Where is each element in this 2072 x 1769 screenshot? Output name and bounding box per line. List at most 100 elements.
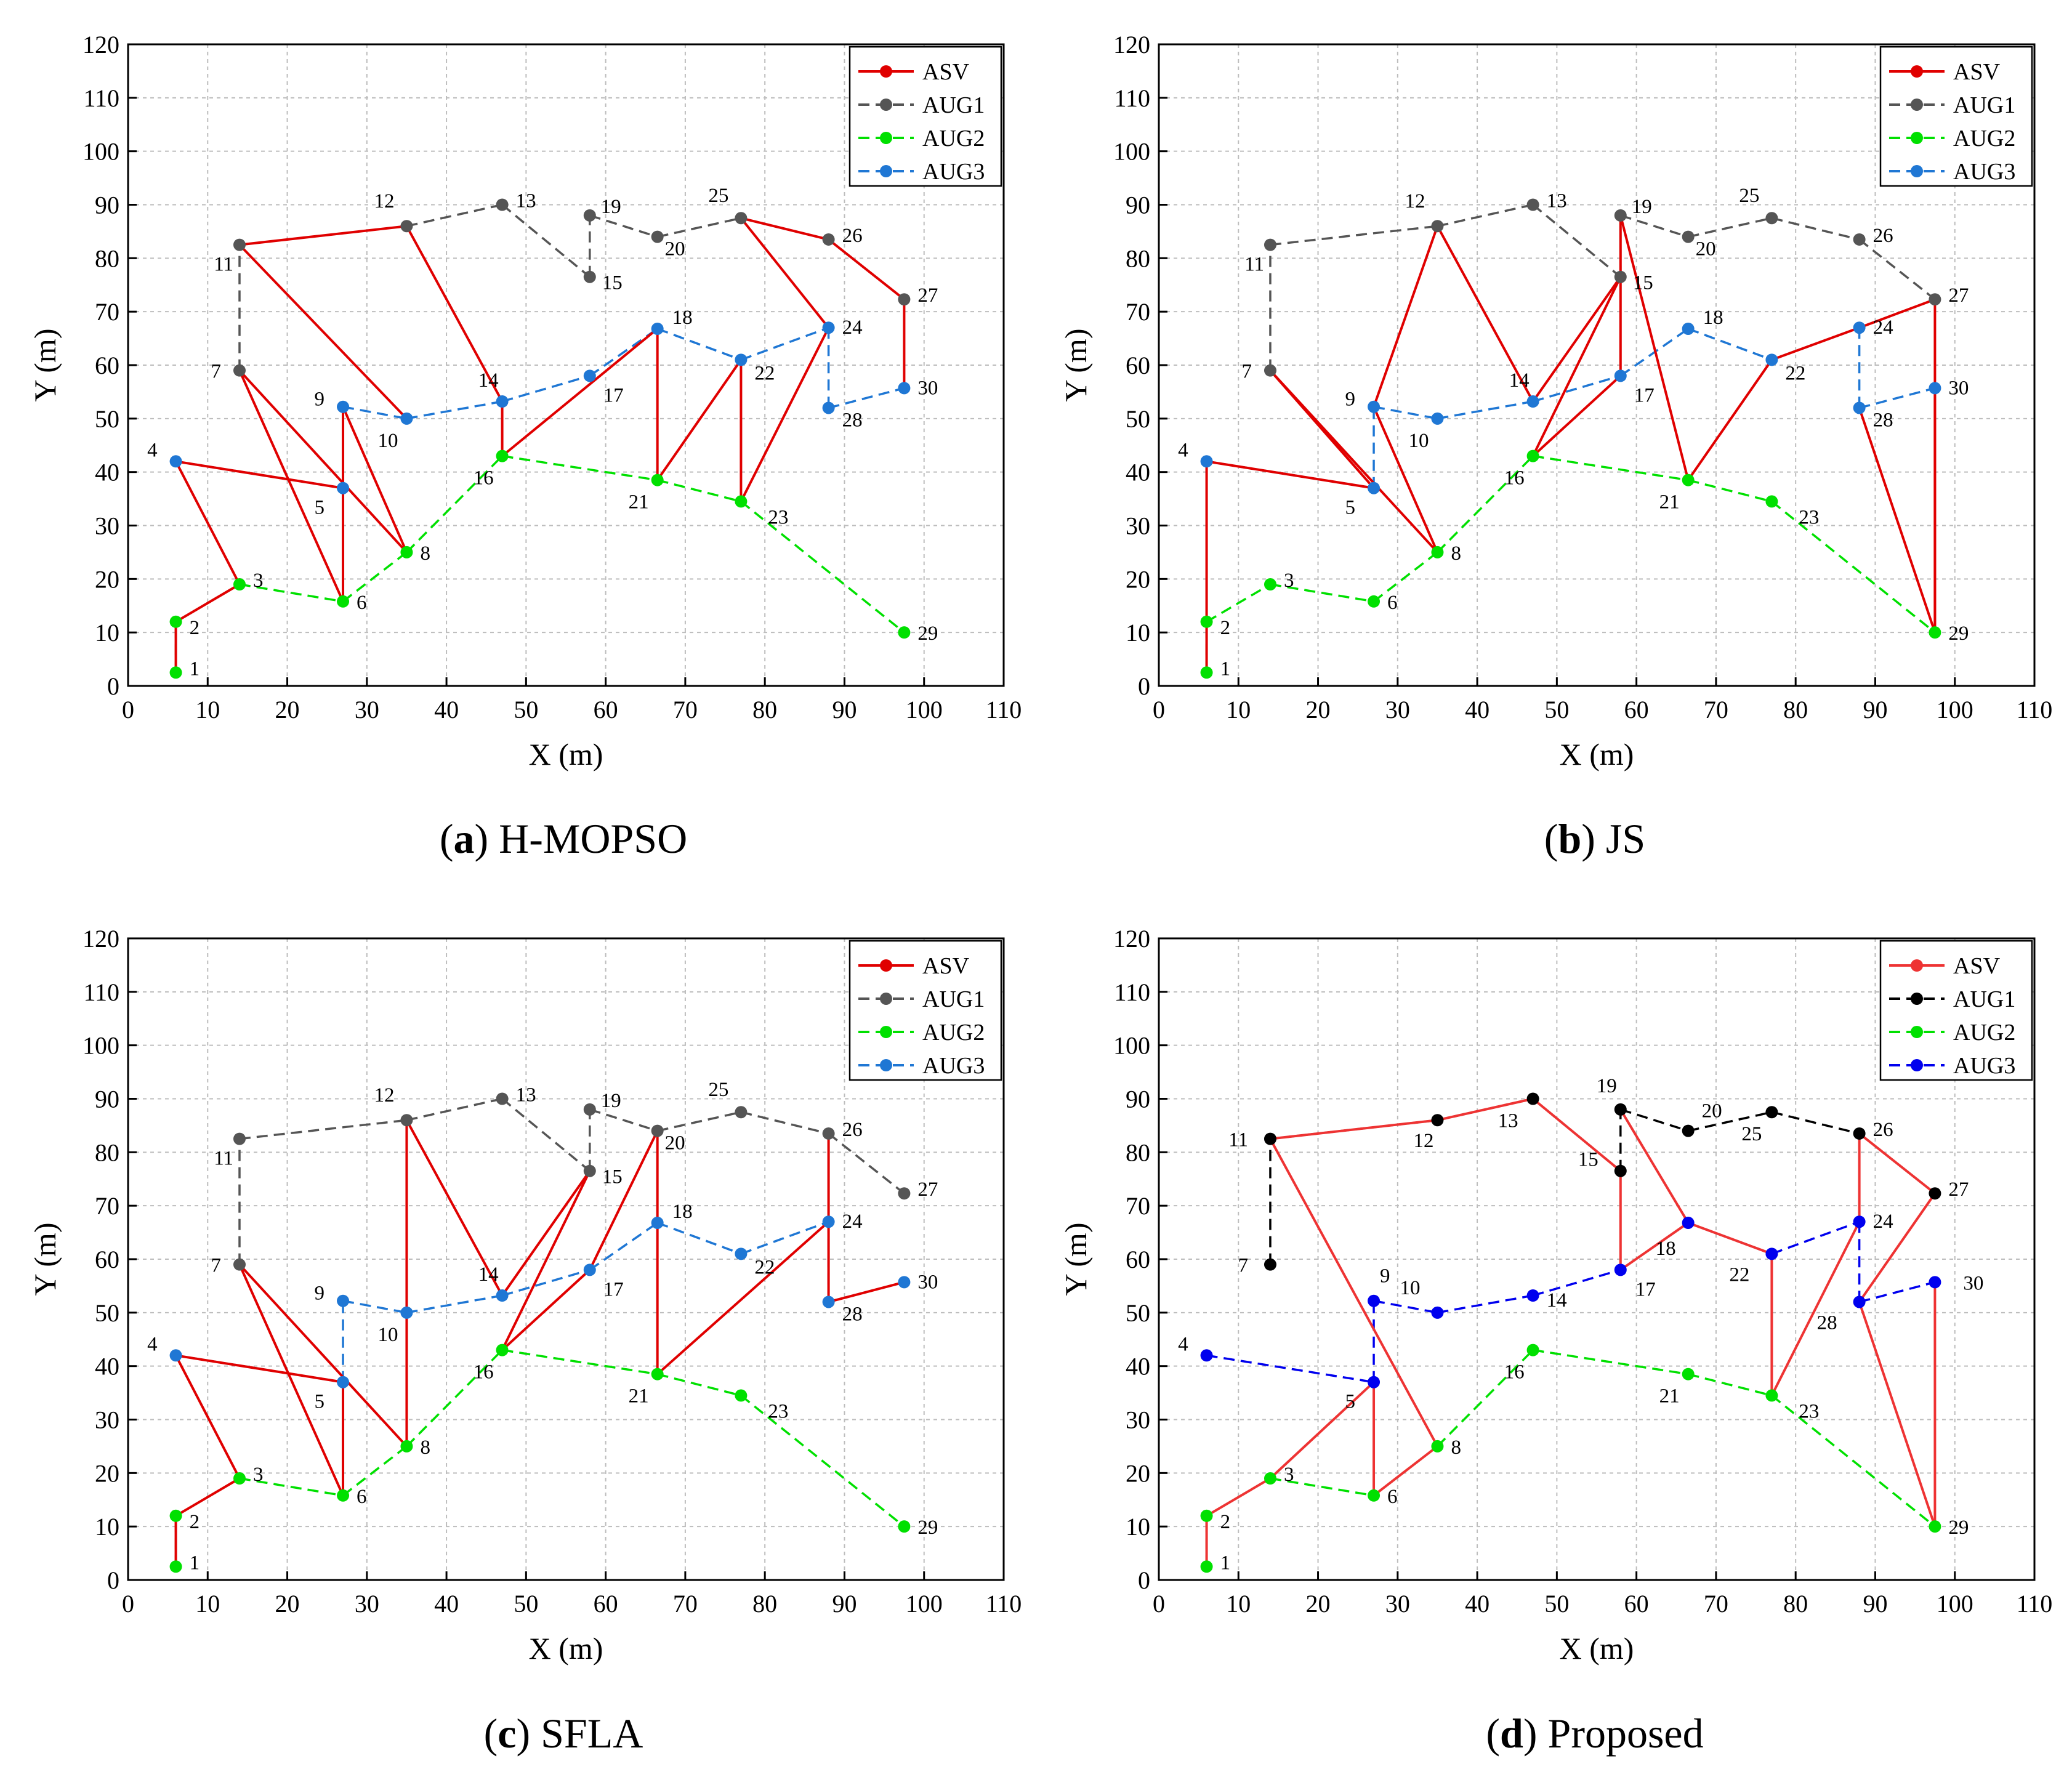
task-label-22: 22: [754, 362, 775, 384]
task-label-16: 16: [1504, 467, 1525, 490]
legend-aug1-label: AUG1: [1953, 92, 2015, 118]
x-tick-label: 40: [1465, 1590, 1490, 1618]
task-point-16: [1526, 1344, 1539, 1356]
x-tick-label: 80: [752, 696, 777, 723]
series-asv-segment: [1269, 369, 1438, 554]
series-asv-segment: [238, 1263, 344, 1496]
y-tick-label: 10: [1126, 1513, 1150, 1541]
task-point-3: [1264, 578, 1276, 591]
task-label-16: 16: [474, 1361, 494, 1384]
series-aug1-segment: [501, 204, 591, 278]
legend-aug3-label: AUG3: [922, 1053, 985, 1079]
series-asv-segment: [501, 1170, 591, 1297]
y-tick-label: 70: [95, 298, 119, 326]
task-label-19: 19: [601, 196, 621, 218]
task-point-21: [651, 473, 664, 486]
series-aug1: [1269, 203, 1936, 371]
task-label-9: 9: [1345, 389, 1356, 411]
task-label-2: 2: [1220, 1511, 1231, 1533]
y-tick-label: 20: [1126, 1459, 1150, 1487]
series-aug2-segment: [239, 1477, 344, 1497]
task-label-17: 17: [1635, 1278, 1656, 1300]
task-point-5: [1368, 482, 1381, 494]
task-point-20: [1682, 230, 1695, 243]
task-point-28: [822, 401, 835, 414]
task-point-10: [1431, 1306, 1444, 1319]
task-label-3: 3: [253, 1464, 264, 1486]
y-tick-label: 20: [95, 1459, 119, 1487]
series-aug3: [1206, 1220, 1935, 1384]
series-aug1-segment: [828, 1132, 905, 1195]
task-point-11: [1264, 1132, 1276, 1145]
y-tick-label: 100: [83, 138, 119, 166]
task-point-11: [233, 1132, 246, 1145]
task-point-6: [1368, 595, 1381, 608]
y-tick-label: 30: [95, 1406, 119, 1434]
series-aug3-segment: [740, 326, 829, 361]
legend-aug3-label: AUG3: [1953, 159, 2015, 185]
task-point-28: [1853, 1296, 1866, 1308]
y-tick-label: 100: [1113, 138, 1150, 166]
series-asv: [1205, 215, 1937, 673]
x-tick-label: 50: [514, 1590, 538, 1618]
legend-box: [1879, 46, 2033, 187]
task-point-14: [496, 395, 509, 408]
series-aug2-segment: [1688, 1372, 1772, 1397]
caption-paren-open: (: [484, 1710, 498, 1757]
task-label-6: 6: [1387, 1486, 1398, 1508]
task-label-13: 13: [516, 1084, 536, 1106]
y-tick-label: 110: [1114, 978, 1150, 1006]
task-label-12: 12: [374, 190, 394, 212]
x-tick-label: 20: [1306, 696, 1331, 723]
series-aug3: [1206, 326, 1935, 490]
x-tick-label: 40: [434, 1590, 459, 1618]
task-label-18: 18: [672, 307, 693, 329]
series-asv-segment: [1619, 215, 1690, 481]
series-aug3-segment: [589, 328, 658, 377]
series-asv-segment: [405, 1119, 504, 1297]
task-point-19: [1614, 1103, 1627, 1116]
task-point-28: [822, 1296, 835, 1308]
task-label-25: 25: [1741, 1123, 1762, 1145]
task-point-24: [1853, 321, 1866, 334]
task-label-1: 1: [1220, 658, 1231, 680]
task-label-28: 28: [842, 409, 863, 431]
series-asv-segment: [1858, 1193, 1937, 1303]
task-label-28: 28: [842, 1303, 863, 1325]
series-aug2-segment: [342, 551, 408, 603]
y-tick-label: 40: [1126, 459, 1150, 486]
legend-aug2-label: AUG2: [922, 1020, 985, 1046]
y-tick-label: 60: [95, 1246, 119, 1273]
task-point-27: [898, 293, 911, 306]
x-axis-label: X (m): [529, 1631, 603, 1666]
task-label-11: 11: [1228, 1129, 1248, 1151]
x-tick-label: 60: [594, 696, 618, 723]
task-label-9: 9: [315, 389, 325, 411]
task-point-25: [735, 1106, 748, 1119]
series-aug3-segment: [406, 400, 502, 420]
series-aug2-segment: [1270, 583, 1374, 603]
panel-caption: (d) Proposed: [1486, 1710, 1703, 1757]
series-asv-segment: [656, 1220, 829, 1376]
panel-a: 0 10 20 30 40 50 60 70 80 90 100 110010203040506070…: [28, 31, 1022, 862]
task-label-7: 7: [1241, 361, 1252, 383]
series-asv-segment: [1687, 359, 1773, 481]
legend-box: [849, 46, 1002, 187]
task-point-12: [400, 1114, 413, 1127]
legend-aug1-label: AUG1: [922, 986, 985, 1012]
task-point-24: [822, 321, 835, 334]
y-tick-label: 90: [95, 1086, 119, 1113]
series-aug2-segment: [740, 1395, 905, 1528]
y-tick-label: 0: [107, 672, 119, 700]
task-label-19: 19: [601, 1090, 621, 1112]
task-label-11: 11: [214, 1148, 233, 1170]
task-point-29: [1929, 1520, 1941, 1533]
task-point-14: [496, 1289, 509, 1302]
series-asv-segment: [1373, 225, 1439, 408]
series-aug3-segment: [1859, 387, 1935, 409]
legend-asv-marker: [880, 65, 892, 78]
series-aug1-segment: [1270, 225, 1438, 246]
series-asv: [174, 217, 906, 673]
series-aug3-segment: [1373, 1300, 1438, 1314]
